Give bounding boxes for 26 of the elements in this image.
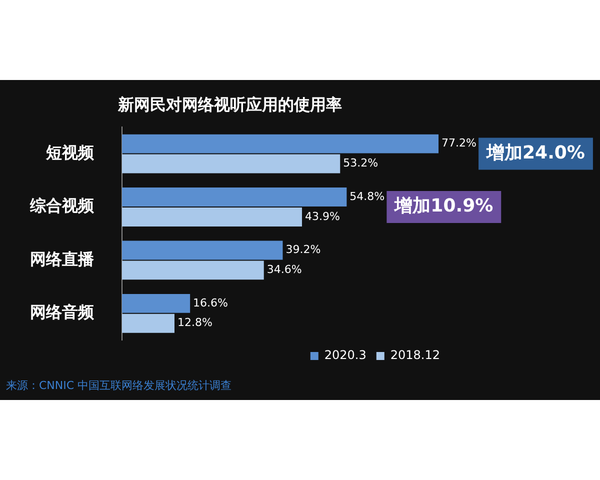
data-label: 77.2% xyxy=(442,136,476,150)
annotation: 增加10.9% xyxy=(394,196,494,217)
y-tick-label: 综合视频 xyxy=(29,196,95,216)
bar xyxy=(122,208,302,226)
data-label: 16.6% xyxy=(193,296,228,310)
bar xyxy=(122,188,347,206)
bar xyxy=(122,134,439,154)
chart-title: 新网民对网络视听应用的使用率 xyxy=(117,94,342,114)
bar xyxy=(122,294,190,313)
y-tick-label: 短视频 xyxy=(45,142,95,162)
y-tick-label: 网络音频 xyxy=(30,302,95,322)
data-label: 34.6% xyxy=(266,263,302,276)
data-label: 54.8% xyxy=(350,190,385,203)
bar xyxy=(122,314,174,333)
data-label: 43.9% xyxy=(304,210,340,223)
data-label: 39.2% xyxy=(286,243,321,256)
bar xyxy=(122,260,264,280)
y-tick-label: 网络直播 xyxy=(30,249,95,268)
data-label: 12.8% xyxy=(177,316,212,330)
annotation: 增加24.0% xyxy=(486,142,585,164)
bar xyxy=(122,154,340,174)
source-note: 来源：CNNIC 中国互联网络发展状况统计调查 xyxy=(5,378,233,394)
legend-label: 2020.3 xyxy=(324,348,366,362)
legend-label: 2018.12 xyxy=(390,348,440,362)
data-label: 53.2% xyxy=(343,156,378,170)
bar xyxy=(122,240,283,260)
